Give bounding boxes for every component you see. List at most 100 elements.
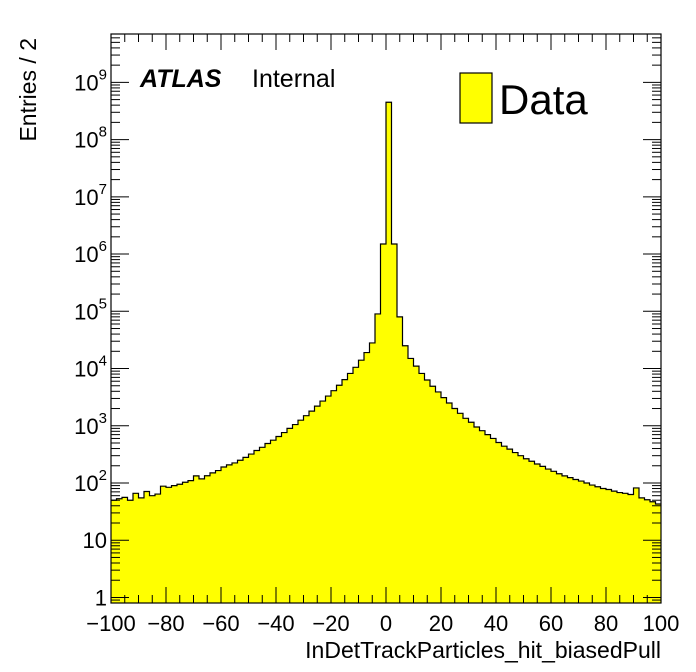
histogram-bin xyxy=(650,501,656,603)
histogram-bin xyxy=(133,493,139,603)
histogram-bin xyxy=(452,408,458,603)
histogram-outline xyxy=(111,101,661,505)
x-tick-label: −40 xyxy=(257,611,294,636)
legend: Data xyxy=(459,72,588,124)
histogram-bin xyxy=(606,489,612,603)
status-label: Internal xyxy=(252,65,335,93)
histogram-bin xyxy=(628,494,634,603)
histogram-bin xyxy=(177,484,183,603)
histogram-bin xyxy=(562,475,568,603)
histogram-bin xyxy=(298,420,304,603)
histogram-bin xyxy=(622,493,629,603)
x-tick-label: 40 xyxy=(484,611,508,636)
histogram-bin xyxy=(215,470,222,603)
histogram-bin xyxy=(408,358,414,603)
histogram-bin xyxy=(639,497,645,603)
histogram-bin xyxy=(331,390,337,603)
x-tick-label: 80 xyxy=(594,611,618,636)
histogram-bin xyxy=(265,443,271,603)
histogram-bin xyxy=(644,499,651,603)
histogram-bin xyxy=(221,467,227,603)
x-tick-label: 0 xyxy=(380,611,392,636)
histogram-bin xyxy=(149,495,156,603)
histogram-bin xyxy=(314,406,321,603)
legend-entry-data: Data xyxy=(499,76,588,123)
histogram-bin xyxy=(292,424,299,603)
histogram-bin xyxy=(419,373,425,603)
histogram-bin xyxy=(270,440,277,603)
y-tick-labels: 1 10 102 103 104 105 106 107 108 109 xyxy=(74,66,107,610)
histogram-bin xyxy=(204,475,211,603)
histogram-bin xyxy=(655,503,662,603)
histogram-bin xyxy=(545,469,552,603)
histogram-bin xyxy=(595,486,601,603)
x-tick-label: −20 xyxy=(312,611,349,636)
y-tick-label: 10 xyxy=(83,528,107,553)
histogram-bin xyxy=(468,422,475,603)
histogram-bin xyxy=(529,461,535,603)
histogram-bin xyxy=(281,432,288,603)
histogram-bin xyxy=(116,498,123,603)
y-tick-label: 106 xyxy=(74,238,107,267)
histogram-bin xyxy=(485,434,491,603)
histogram-bin xyxy=(479,430,486,603)
histogram-bin xyxy=(573,479,579,603)
histogram-bin xyxy=(303,415,310,603)
histogram-bin xyxy=(276,436,282,603)
y-tick-label: 109 xyxy=(74,66,107,95)
y-tick-label: 1 xyxy=(95,585,107,610)
histogram-bin xyxy=(259,447,266,603)
histogram-bin xyxy=(523,458,530,603)
histogram-bin xyxy=(551,471,557,603)
histogram-bin xyxy=(309,411,315,603)
histogram-bin xyxy=(391,243,398,603)
histogram-bin xyxy=(248,454,255,603)
x-axis-title: InDetTrackParticles_hit_biasedPull xyxy=(305,637,661,663)
histogram-bin xyxy=(127,500,134,603)
histogram-bin xyxy=(336,385,343,603)
histogram-bin xyxy=(578,481,585,603)
x-tick-label: 60 xyxy=(539,611,563,636)
histogram-bin xyxy=(243,457,249,603)
histogram-bin xyxy=(155,494,161,603)
histogram-bin xyxy=(210,472,216,603)
histogram-bin xyxy=(111,500,117,603)
histogram-bin xyxy=(237,460,244,603)
histogram-bin xyxy=(507,449,513,603)
histogram-bin xyxy=(325,396,332,603)
histogram-bin xyxy=(457,413,464,603)
histogram-bin xyxy=(347,373,354,603)
y-tick-label: 105 xyxy=(74,295,107,324)
histogram-bin xyxy=(633,487,640,603)
histogram-bin xyxy=(600,488,607,603)
histogram-layer xyxy=(111,101,662,604)
histogram-bin xyxy=(512,452,519,603)
x-tick-label: −80 xyxy=(147,611,184,636)
histogram-bin xyxy=(380,243,387,603)
histogram-bin xyxy=(232,462,238,603)
axis-ticks xyxy=(110,33,662,604)
histogram-bin xyxy=(375,313,381,603)
histogram-bin xyxy=(254,450,260,603)
x-tick-label: −60 xyxy=(202,611,239,636)
x-tick-label: 20 xyxy=(429,611,453,636)
y-tick-label: 102 xyxy=(74,467,107,496)
histogram-bin xyxy=(584,482,590,603)
histogram-bin xyxy=(171,485,178,603)
y-tick-label: 104 xyxy=(74,353,107,382)
histogram-bin xyxy=(342,379,348,603)
histogram-bin xyxy=(122,497,128,603)
x-tick-label: −100 xyxy=(86,611,136,636)
histogram-bin xyxy=(364,352,370,603)
histogram-bin xyxy=(496,442,502,603)
histogram-bin xyxy=(474,427,480,603)
histogram-bin xyxy=(358,360,365,603)
histogram-bin xyxy=(320,401,326,603)
y-tick-label: 108 xyxy=(74,124,107,153)
histogram-bin xyxy=(386,102,392,604)
histogram-bin xyxy=(182,482,189,603)
histogram-bin xyxy=(369,342,376,603)
histogram-bin xyxy=(435,391,442,603)
histogram-bin xyxy=(144,491,150,603)
